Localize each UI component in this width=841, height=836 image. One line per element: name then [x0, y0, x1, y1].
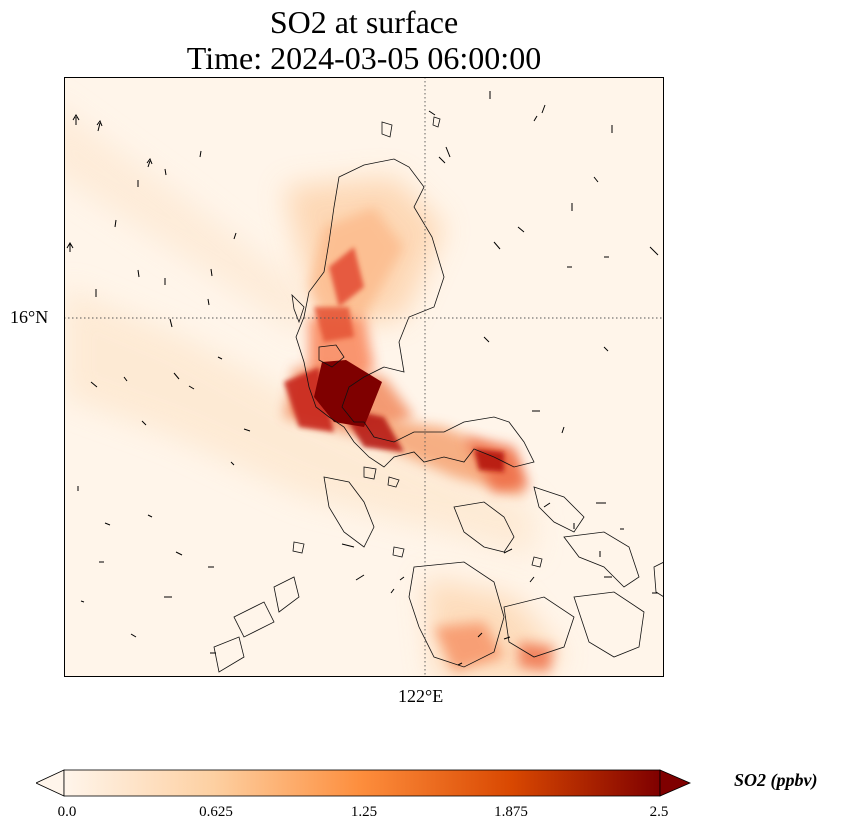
so2-concentration-field: [64, 111, 564, 677]
colorbar-gradient: [63, 769, 661, 797]
wind-vectors: [66, 91, 659, 666]
so2-map: [64, 77, 664, 677]
coastlines: [213, 116, 664, 673]
map-title: SO2 at surface: [269, 4, 459, 40]
colorbar-tick-label: 1.25: [350, 804, 378, 820]
map-frame: [64, 77, 664, 677]
map-timestamp: Time: 2024-03-05 06:00:00: [186, 40, 542, 76]
colorbar-max-extend: [659, 769, 692, 797]
colorbar-tick-label: 1.875: [494, 804, 528, 820]
latitude-tick-label: 16°N: [10, 307, 49, 327]
colorbar-tick-label: 0.0: [57, 804, 77, 820]
gridlines: [64, 77, 664, 677]
longitude-tick-label: 122°E: [398, 686, 444, 706]
colorbar-label: SO2 (ppbv): [734, 770, 818, 790]
colorbar-tick-label: 0.625: [199, 804, 233, 820]
colorbar-tick-label: 2.5: [649, 804, 669, 820]
colorbar-min-extend: [36, 769, 65, 797]
colorbar: [36, 769, 692, 797]
